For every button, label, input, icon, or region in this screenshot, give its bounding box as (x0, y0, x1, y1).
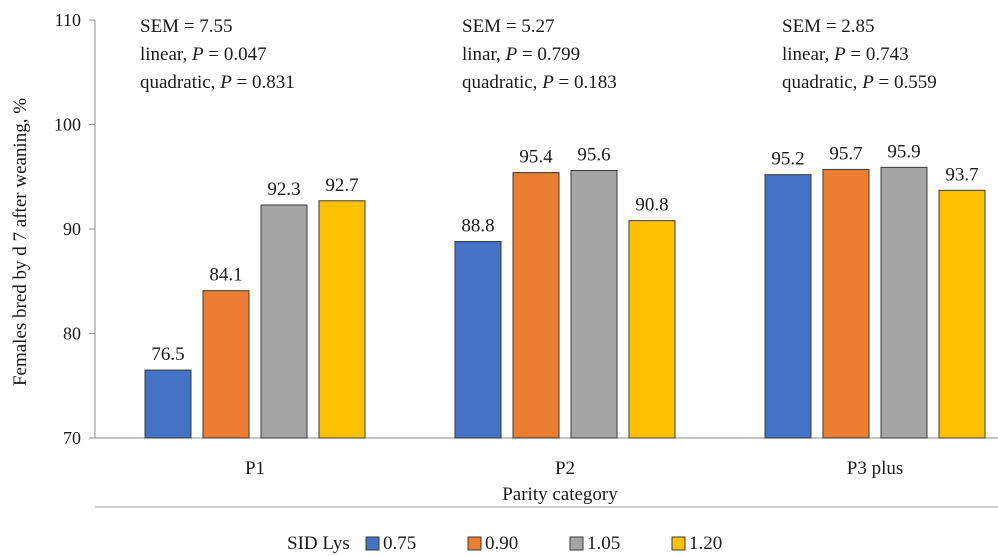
legend-label: 0.90 (485, 533, 518, 554)
annotation-linear: linar, P = 0.799 (462, 44, 580, 65)
y-tick-label: 110 (55, 10, 81, 30)
bar (260, 204, 308, 439)
data-label: 88.8 (461, 216, 494, 237)
annotation-quadratic: quadratic, P = 0.183 (462, 72, 617, 93)
data-label: 76.5 (151, 344, 184, 365)
y-tick-label: 80 (63, 324, 81, 344)
annotation-sem: SEM = 7.55 (140, 16, 233, 37)
bar (938, 189, 986, 439)
annotation-linear: linear, P = 0.047 (140, 44, 267, 65)
legend-title: SID Lys (287, 533, 350, 554)
bar (512, 172, 560, 439)
annotation-quadratic: quadratic, P = 0.831 (140, 72, 295, 93)
bar (764, 174, 812, 439)
y-axis-label: Females bred by d 7 after weaning, % (10, 98, 31, 386)
annotation-sem: SEM = 2.85 (782, 16, 875, 37)
data-label: 84.1 (209, 265, 242, 286)
legend-swatch (365, 536, 380, 551)
annotation-sem: SEM = 5.27 (462, 16, 555, 37)
bar (822, 168, 870, 439)
data-label: 93.7 (945, 164, 978, 185)
data-label: 92.3 (267, 179, 300, 200)
annotation-linear: linear, P = 0.743 (782, 44, 909, 65)
legend-swatch (467, 536, 482, 551)
legend-swatch (671, 536, 686, 551)
annotation-quadratic: quadratic, P = 0.559 (782, 72, 937, 93)
data-label: 95.7 (829, 143, 862, 164)
bar (202, 290, 250, 439)
y-tick-label: 70 (63, 428, 81, 448)
legend-label: 1.20 (689, 533, 722, 554)
bar (880, 166, 928, 439)
y-tick-label: 100 (54, 115, 81, 135)
data-label: 95.2 (771, 149, 804, 170)
y-tick-label: 90 (63, 219, 81, 239)
data-label: 95.6 (577, 144, 610, 165)
x-axis-label: Parity category (502, 484, 618, 505)
bar (318, 200, 366, 439)
bar (144, 369, 192, 439)
bar (570, 169, 618, 439)
bar (628, 220, 676, 439)
data-label: 95.4 (519, 147, 553, 168)
legend-label: 1.05 (587, 533, 620, 554)
data-label: 90.8 (635, 195, 668, 216)
legend-label: 0.75 (383, 533, 416, 554)
x-tick-label: P2 (555, 458, 575, 479)
x-tick-label: P1 (245, 458, 265, 479)
x-tick-label: P3 plus (847, 458, 904, 479)
legend-swatch (569, 536, 584, 551)
data-label: 95.9 (887, 141, 920, 162)
bar (454, 241, 502, 439)
data-label: 92.7 (325, 175, 358, 196)
plot-area: 70 80 90 100 110 P1 P2 P3 plus 76.5 84.1 92.3 92.7 8… (54, 10, 998, 554)
